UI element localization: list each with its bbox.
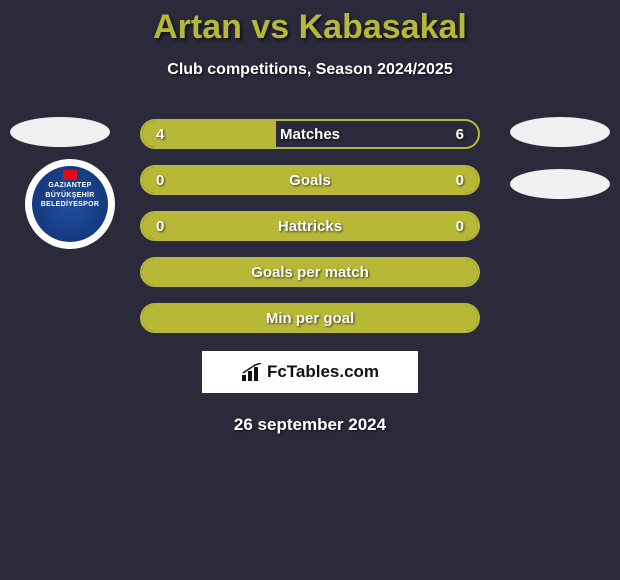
club-name-line1: GAZIANTEP bbox=[48, 182, 91, 190]
player-badge-left bbox=[10, 117, 110, 147]
bar-label: Goals per match bbox=[142, 259, 478, 285]
stat-bar: Min per goal bbox=[140, 303, 480, 333]
bar-value-left: 4 bbox=[156, 121, 164, 147]
club-badge-left: GAZIANTEP BÜYÜKŞEHİR BELEDİYESPOR bbox=[25, 159, 115, 249]
subtitle: Club competitions, Season 2024/2025 bbox=[0, 61, 620, 79]
bar-label: Matches bbox=[142, 121, 478, 147]
stat-bar: Matches4 6 bbox=[140, 119, 480, 149]
bar-label: Goals bbox=[142, 167, 478, 193]
bar-value-right: 0 bbox=[456, 167, 464, 193]
club-name-line3: BELEDİYESPOR bbox=[41, 201, 99, 209]
stat-bars: Matches46Goals00Hattricks00Goals per mat… bbox=[140, 119, 480, 333]
club-flag-icon bbox=[63, 170, 77, 180]
bar-value-right: 6 bbox=[456, 121, 464, 147]
stat-bar: Goals per match bbox=[140, 257, 480, 287]
brand-text: FcTables.com bbox=[267, 362, 379, 382]
stat-bar: Goals0 0 bbox=[140, 165, 480, 195]
club-badge-inner: GAZIANTEP BÜYÜKŞEHİR BELEDİYESPOR bbox=[32, 166, 108, 242]
page-title: Artan vs Kabasakal bbox=[0, 0, 620, 47]
bar-value-left: 0 bbox=[156, 167, 164, 193]
stat-bar: Hattricks0 0 bbox=[140, 211, 480, 241]
date-text: 26 september 2024 bbox=[0, 415, 620, 435]
brand-chart-icon bbox=[241, 363, 263, 381]
bar-label: Min per goal bbox=[142, 305, 478, 331]
player-badge-right-2 bbox=[510, 169, 610, 199]
brand-box[interactable]: FcTables.com bbox=[202, 351, 418, 393]
bar-label: Hattricks bbox=[142, 213, 478, 239]
bar-value-right: 0 bbox=[456, 213, 464, 239]
comparison-content: GAZIANTEP BÜYÜKŞEHİR BELEDİYESPOR Matche… bbox=[0, 119, 620, 333]
player-badge-right-1 bbox=[510, 117, 610, 147]
club-name-line2: BÜYÜKŞEHİR bbox=[45, 192, 94, 200]
bar-value-left: 0 bbox=[156, 213, 164, 239]
